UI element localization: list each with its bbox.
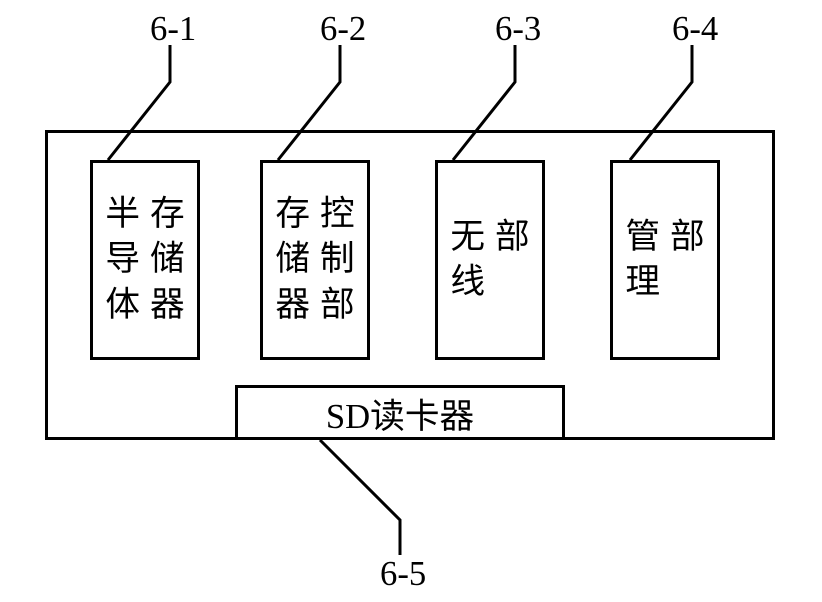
- callout-label-sd-card-reader: 6-5: [380, 555, 426, 594]
- block-label: 管理部: [625, 215, 704, 305]
- callout-label-memory-controller: 6-2: [320, 10, 366, 49]
- callout-label-wireless-unit: 6-3: [495, 10, 541, 49]
- block-label: 半导体存储器: [105, 192, 184, 327]
- block-sd-card-reader: SD读卡器: [235, 385, 565, 440]
- block-label: 存储器控制部: [275, 192, 354, 327]
- callout-label-management-unit: 6-4: [672, 10, 718, 49]
- block-wireless-unit: 无线部: [435, 160, 545, 360]
- block-semiconductor-memory: 半导体存储器: [90, 160, 200, 360]
- block-label: SD读卡器: [326, 388, 474, 438]
- block-label: 无线部: [450, 215, 529, 305]
- callout-line-sd-card-reader: [320, 440, 400, 555]
- diagram-canvas: 半导体存储器 存储器控制部 无线部 管理部 SD读卡器 6-1 6-2 6-3 6-4 6-5: [0, 0, 822, 602]
- block-management-unit: 管理部: [610, 160, 720, 360]
- callout-label-semiconductor-memory: 6-1: [150, 10, 196, 49]
- block-memory-controller: 存储器控制部: [260, 160, 370, 360]
